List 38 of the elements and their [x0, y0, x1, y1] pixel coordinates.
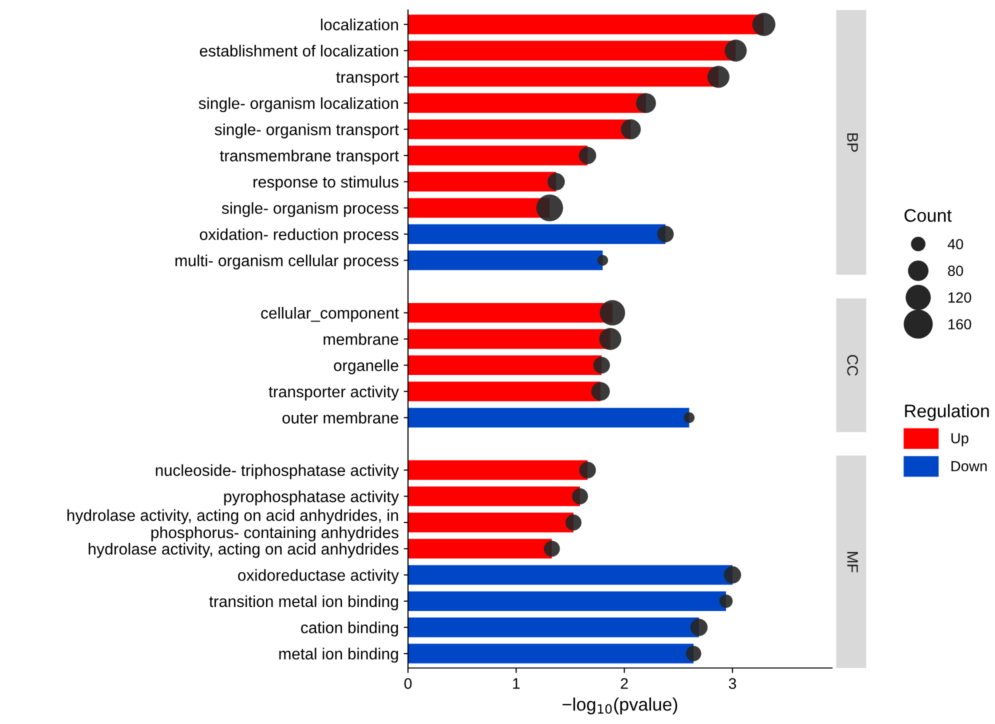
y-tick-label: transmembrane transport — [220, 150, 399, 165]
legend-label: 120 — [948, 292, 972, 303]
y-tick-label: transporter activity — [268, 386, 399, 401]
y-tick-label: nucleoside- triphosphatase activity — [156, 464, 399, 480]
legend-label: Up — [951, 433, 968, 446]
text: MF — [847, 552, 858, 572]
x-tick-label: 3 — [728, 678, 736, 689]
y-tick-label: membrane — [324, 333, 398, 345]
y-tick-label: hydrolase activity, acting on acid anhydrides — [88, 542, 398, 558]
y-tick-label: single- organism transport — [214, 123, 399, 138]
y-tick-label: transition metal ion binding — [209, 595, 398, 610]
text: CC — [847, 354, 858, 376]
y-tick-label: organelle — [334, 359, 398, 374]
text: BP — [847, 133, 858, 152]
y-tick-label: multi- organism cellular process — [175, 254, 398, 270]
y-tick-label: outer membrane — [282, 412, 398, 424]
y-tick-label: cellular_component — [261, 306, 399, 322]
y-tick-label: transport — [336, 72, 399, 86]
y-tick-label: localization — [321, 18, 398, 30]
y-tick-label: response to stimulus — [254, 176, 398, 191]
y-tick-label: oxidation- reduction process — [200, 228, 398, 244]
x-axis-title: −log$_{10}$(pvalue) — [562, 698, 678, 714]
y-tick-label: establishment of localization — [200, 44, 398, 57]
legend-label: 80 — [948, 266, 964, 276]
y-tick-label: single- organism localization — [198, 97, 398, 112]
y-tick-label: pyrophosphatase activity — [224, 490, 399, 506]
legend-label: 40 — [948, 238, 964, 250]
legend-label: 160 — [948, 319, 972, 330]
x-tick-label: 0 — [404, 678, 412, 689]
y-tick-label: cation binding — [301, 622, 398, 636]
x-tick-label: 2 — [620, 678, 628, 689]
y-tick-label: metal ion binding — [279, 648, 398, 663]
y-tick-label: single- organism process — [222, 202, 398, 218]
legend-label: Down — [952, 461, 987, 472]
y-tick-label: oxidoreductase activity — [238, 569, 399, 584]
x-tick-label: 1 — [513, 678, 520, 689]
legend-title: Regulation — [905, 404, 989, 421]
text: Count — [904, 209, 952, 222]
